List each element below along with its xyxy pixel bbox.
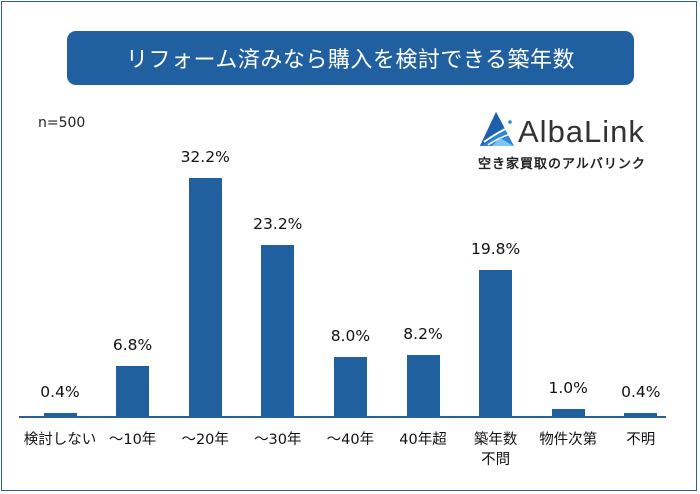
- albalink-logo: AlbaLink 空き家買取のアルバリンク: [478, 108, 678, 173]
- logo-tagline: 空き家買取のアルバリンク: [478, 157, 646, 172]
- bar-value-label: 0.4%: [40, 383, 80, 402]
- category-label: 物件次第: [539, 432, 598, 448]
- chart-title: リフォーム済みなら購入を検討できる築年数: [126, 48, 575, 73]
- category-label: ～20年: [181, 432, 229, 448]
- triangle-mountain-logo-icon: [480, 112, 514, 146]
- bar-value-label: 8.2%: [403, 325, 443, 344]
- bar-value-label: 0.4%: [621, 383, 661, 402]
- x-axis-baseline: [19, 416, 666, 418]
- bar-value-label: 19.8%: [470, 239, 521, 258]
- bar-value-label: 6.8%: [112, 335, 153, 354]
- category-label: ～30年: [254, 432, 302, 448]
- bar: [43, 413, 77, 416]
- bar: [188, 178, 222, 416]
- bar-value-label: 8.0%: [330, 326, 371, 345]
- category-label: ～10年: [108, 432, 157, 448]
- bar: [624, 413, 658, 416]
- bar: [116, 365, 150, 416]
- bar-value-label: 32.2%: [180, 148, 230, 167]
- sample-size-label: n=500: [38, 115, 86, 131]
- bar: [406, 355, 440, 416]
- bar-value-label: 23.2%: [253, 214, 303, 233]
- category-label: 40年超: [399, 432, 447, 448]
- chart-title-banner: リフォーム済みなら購入を検討できる築年数: [67, 31, 634, 85]
- bar: [551, 408, 585, 416]
- bar: [479, 269, 513, 416]
- category-label: 築年数 不問: [473, 432, 518, 468]
- bar: [333, 356, 367, 416]
- category-label: 検討しない: [23, 432, 97, 448]
- bar: [261, 244, 295, 416]
- bar-value-label: 1.0%: [548, 378, 588, 397]
- logo-wordmark: AlbaLink: [518, 114, 645, 149]
- category-label: ～40年: [326, 432, 375, 448]
- category-label: 不明: [626, 432, 656, 448]
